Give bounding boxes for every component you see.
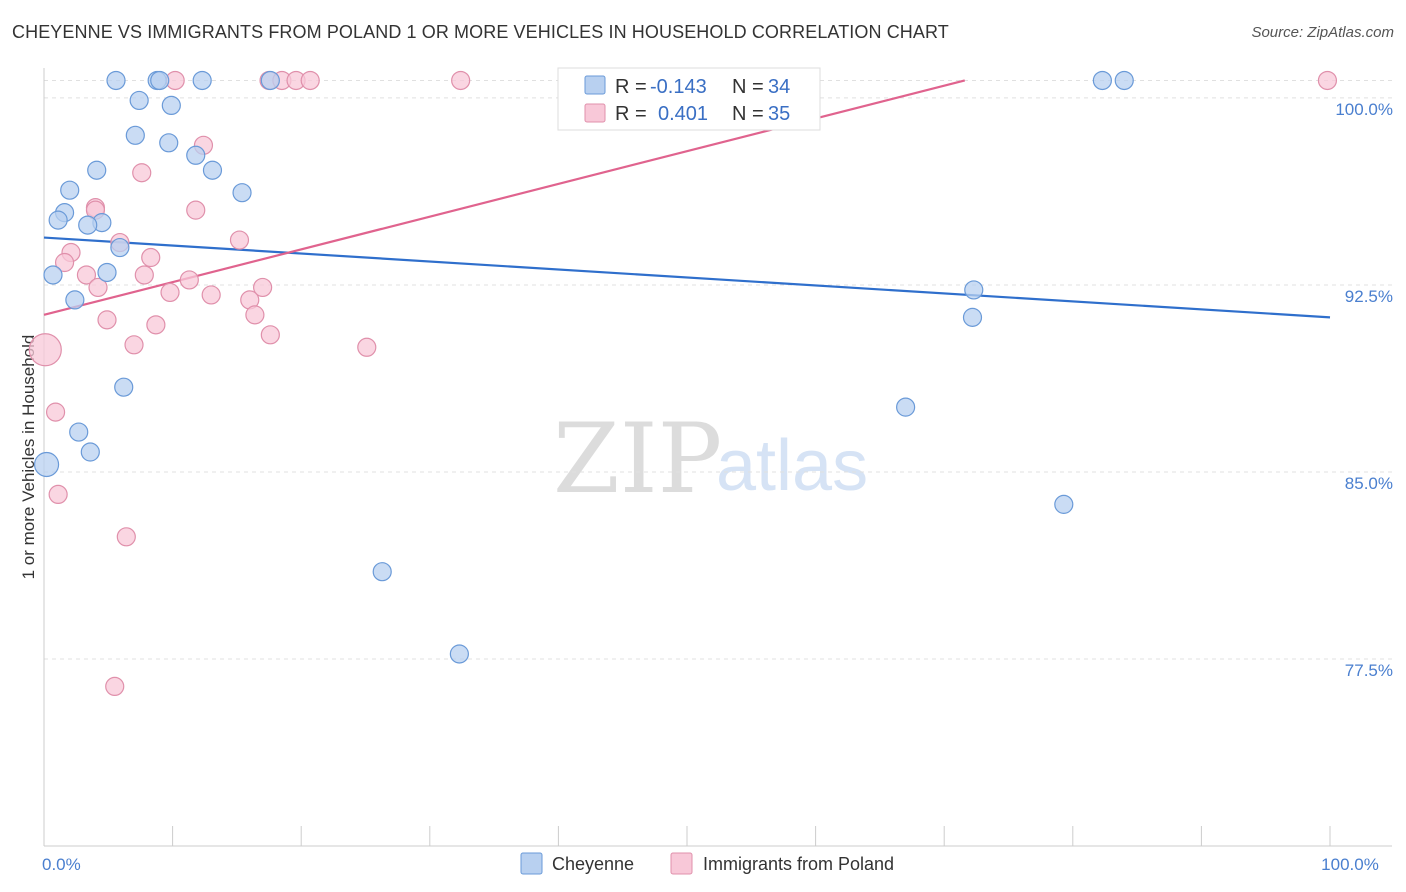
cheyenne-point-31 (1054, 494, 1074, 514)
series-immigrants-from-poland (28, 70, 1338, 697)
poland-point-20 (88, 277, 108, 298)
poland-point-22 (160, 282, 180, 303)
poland-point-26 (97, 310, 117, 330)
y-tick-labels: 100.0% 92.5% 85.0% 77.5% (1335, 100, 1393, 680)
cheyenne-point-19 (78, 215, 98, 235)
chart-title: CHEYENNE VS IMMIGRANTS FROM POLAND 1 OR … (12, 22, 949, 42)
bottom-legend-label-poland: Immigrants from Poland (703, 854, 894, 874)
x-tick-labels: 0.0% 100.0% (42, 855, 1379, 874)
cheyenne-point-20 (110, 237, 130, 258)
cheyenne-point-30 (33, 451, 60, 478)
cheyenne-point-14 (60, 180, 80, 200)
poland-point-34 (116, 527, 136, 547)
poland-point-21 (253, 277, 273, 298)
cheyenne-point-25 (962, 307, 983, 327)
poland-point-32 (45, 402, 66, 422)
cheyenne-point-23 (65, 290, 85, 310)
legend-r-value-cheyenne: -0.143 (650, 76, 707, 98)
y-tick-label-1: 92.5% (1345, 287, 1393, 306)
legend-n-value-cheyenne: 34 (768, 76, 790, 98)
poland-point-27 (146, 315, 166, 335)
poland-point-30 (357, 337, 377, 357)
poland-point-11 (186, 200, 206, 220)
cheyenne-point-15 (232, 183, 252, 203)
correlation-legend: R = -0.143 N = 34 R = 0.401 N = 35 (557, 67, 821, 131)
cheyenne-point-24 (964, 280, 984, 300)
legend-r-label-poland: R = (615, 103, 647, 125)
poland-point-29 (124, 335, 144, 355)
watermark-zip: ZIP (553, 403, 722, 515)
poland-point-15 (54, 252, 75, 273)
legend-r-label-cheyenne: R = (615, 76, 647, 98)
bottom-legend-swatch-poland (670, 852, 693, 875)
cheyenne-point-12 (87, 160, 107, 180)
cheyenne-point-27 (896, 397, 916, 417)
poland-point-35 (105, 676, 125, 697)
cheyenne-point-26 (114, 377, 134, 397)
cheyenne-point-13 (202, 160, 223, 180)
cheyenne-point-33 (449, 644, 469, 664)
poland-point-12 (229, 230, 250, 250)
source-credit: Source: ZipAtlas.com (1251, 24, 1394, 41)
poland-point-25 (245, 305, 265, 325)
poland-point-8 (132, 163, 152, 183)
legend-r-value-poland: 0.401 (658, 103, 708, 125)
poland-point-4 (300, 70, 320, 91)
cheyenne-point-21 (43, 265, 63, 285)
gridlines (44, 79, 1392, 660)
cheyenne-point-22 (97, 262, 117, 283)
cheyenne-point-2 (150, 70, 170, 91)
cheyenne-point-0 (106, 70, 126, 91)
cheyenne-point-29 (80, 442, 100, 462)
bottom-legend-label-cheyenne: Cheyenne (552, 854, 634, 874)
watermark-atlas: atlas (716, 426, 868, 506)
cheyenne-point-9 (125, 125, 145, 145)
series-legend: Cheyenne Immigrants from Poland (520, 852, 894, 875)
cheyenne-point-7 (129, 90, 149, 111)
poland-point-28 (260, 325, 280, 345)
cheyenne-point-6 (1114, 70, 1134, 91)
legend-swatch-poland (584, 103, 606, 123)
cheyenne-point-32 (372, 562, 392, 582)
y-tick-label-3: 77.5% (1345, 661, 1393, 680)
cheyenne-point-8 (161, 95, 181, 116)
cheyenne-point-17 (48, 210, 68, 230)
bottom-legend-swatch-cheyenne (520, 852, 543, 875)
poland-point-19 (179, 270, 199, 290)
y-tick-label-0: 100.0% (1335, 100, 1393, 119)
series-cheyenne (33, 70, 1134, 664)
poland-point-33 (48, 484, 68, 505)
cheyenne-point-11 (186, 145, 206, 165)
y-axis-title: 1 or more Vehicles in Household (19, 335, 38, 580)
x-tick-label-1: 100.0% (1321, 855, 1379, 874)
poland-point-6 (1317, 70, 1338, 91)
cheyenne-point-3 (192, 70, 212, 91)
cheyenne-point-5 (1092, 70, 1112, 91)
poland-point-31 (28, 333, 62, 367)
legend-n-label-poland: N = (732, 103, 764, 125)
poland-point-5 (451, 70, 471, 91)
poland-point-16 (141, 247, 161, 268)
poland-point-17 (76, 265, 97, 285)
cheyenne-point-4 (260, 70, 280, 91)
legend-n-value-poland: 35 (768, 103, 790, 125)
poland-point-23 (201, 285, 221, 305)
legend-swatch-cheyenne (584, 75, 606, 95)
legend-n-label-cheyenne: N = (732, 76, 764, 98)
x-ticks (43, 826, 1331, 846)
y-tick-label-2: 85.0% (1345, 474, 1393, 493)
trend-line-cheyenne (43, 236, 1331, 319)
cheyenne-point-10 (159, 133, 179, 153)
cheyenne-point-28 (69, 422, 89, 442)
poland-point-18 (134, 265, 154, 285)
x-tick-label-0: 0.0% (42, 855, 81, 874)
